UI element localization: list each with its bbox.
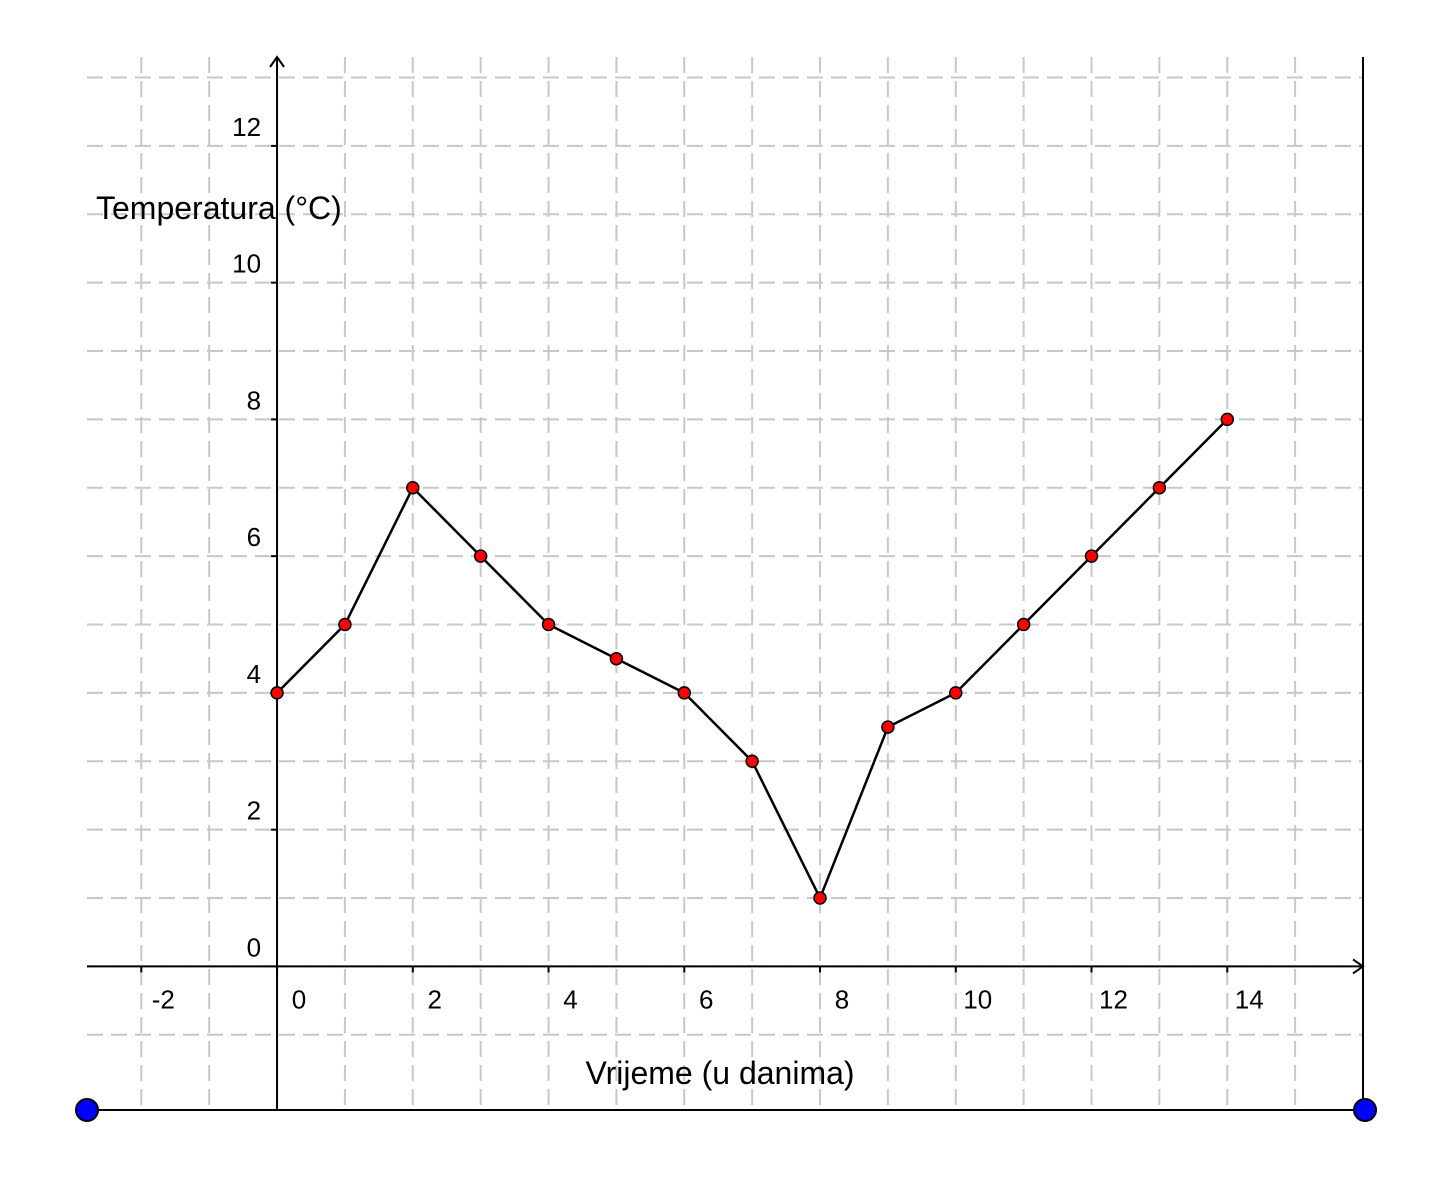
x-tick-label: -2 <box>152 984 175 1014</box>
point <box>1152 481 1167 495</box>
x-tick-label: 0 <box>292 984 306 1014</box>
y-tick-label: 0 <box>247 932 261 962</box>
x-tick-label: 2 <box>428 984 442 1014</box>
x-tick-label: 12 <box>1099 984 1128 1014</box>
y-tick-label: 8 <box>247 385 261 415</box>
x-tick-label: 14 <box>1235 984 1264 1014</box>
y-axis-arrow <box>269 55 285 68</box>
x-tick-label: 8 <box>835 984 849 1014</box>
point <box>745 754 759 769</box>
y-tick-label: 2 <box>247 796 261 826</box>
point <box>473 549 488 563</box>
point <box>949 686 963 700</box>
x-tick-label: 10 <box>963 984 992 1014</box>
x-axis-label: Vrijeme (u danima) <box>585 1055 854 1091</box>
point <box>1220 412 1235 427</box>
point <box>881 720 895 734</box>
point <box>1084 549 1099 563</box>
y-tick-label: 4 <box>247 659 261 689</box>
point <box>677 686 692 700</box>
point <box>270 686 284 700</box>
point <box>1016 617 1031 632</box>
point <box>338 617 352 632</box>
point <box>813 891 827 905</box>
corner-handle[interactable] <box>75 1098 99 1122</box>
point <box>609 651 624 666</box>
x-tick-label: 6 <box>699 984 713 1014</box>
x-tick-label: 4 <box>563 984 577 1014</box>
y-tick-label: 10 <box>232 249 261 279</box>
point <box>541 617 556 632</box>
y-tick-label: 12 <box>232 112 261 142</box>
corner-handle[interactable] <box>1353 1098 1377 1122</box>
y-axis-label: Temperatura (°C) <box>96 190 342 226</box>
y-tick-label: 6 <box>247 522 261 552</box>
point <box>406 481 420 495</box>
